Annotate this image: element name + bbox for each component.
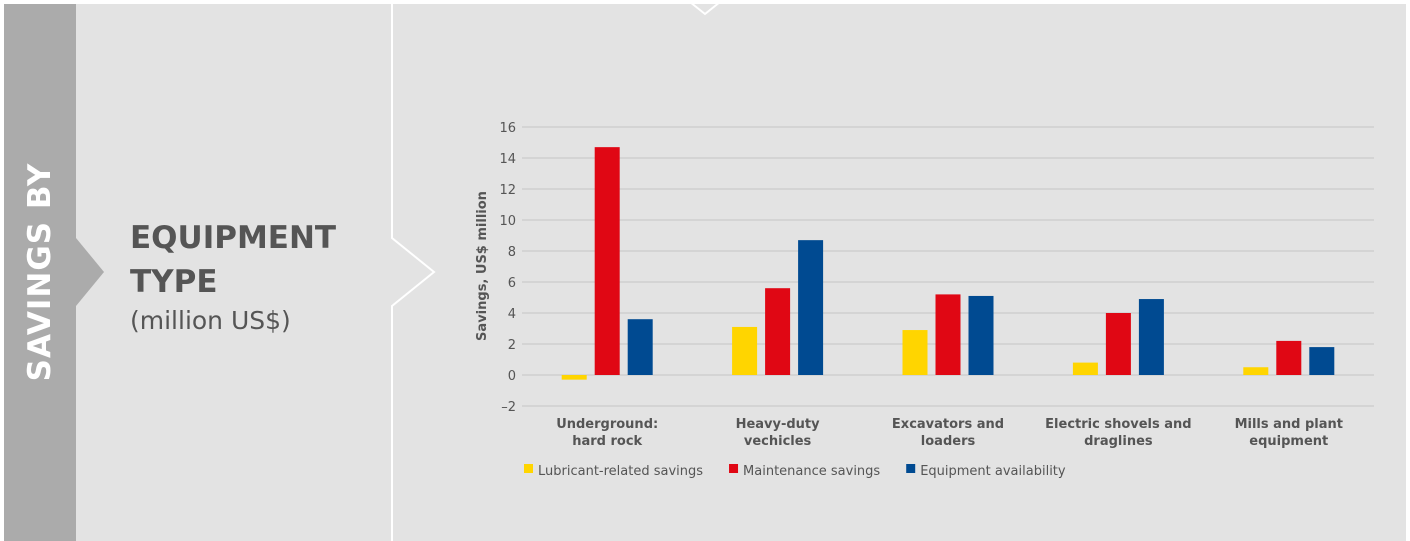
y-tick-label: 2 — [508, 338, 516, 353]
bar — [935, 294, 961, 375]
bar — [798, 240, 824, 375]
category-label: loaders — [921, 434, 976, 449]
bar — [627, 319, 653, 375]
category-label: Electric shovels and — [1045, 417, 1191, 432]
y-tick-label: 4 — [508, 307, 516, 322]
bar — [1138, 299, 1164, 375]
category-labels: Underground: hard rock Heavy-duty vechicles… — [556, 417, 1343, 449]
bar — [968, 295, 994, 375]
background-panel — [4, 4, 1406, 541]
legend-label: Maintenance savings — [743, 464, 880, 479]
y-tick-label: 6 — [508, 276, 516, 291]
bar — [732, 326, 758, 375]
category-label: Heavy-duty — [736, 417, 821, 432]
y-tick-label: 16 — [499, 121, 516, 136]
bar — [1105, 313, 1131, 375]
y-tick-label: 10 — [499, 214, 516, 229]
bar — [1072, 362, 1098, 375]
legend-label: Equipment availability — [920, 464, 1066, 479]
y-tick-label: 14 — [499, 152, 516, 167]
page-title: EQUIPMENT TYPE — [130, 216, 336, 304]
bar — [1309, 347, 1335, 375]
legend-label: Lubricant-related savings — [538, 464, 703, 479]
bar — [902, 330, 928, 375]
bar — [561, 375, 587, 380]
side-strip — [4, 4, 76, 541]
bar — [1276, 340, 1302, 375]
y-tick-label: 8 — [508, 245, 516, 260]
y-tick-label: –2 — [501, 400, 516, 415]
category-label: vechicles — [744, 434, 812, 449]
y-tick-labels: –2 0 2 4 6 8 10 12 14 16 — [499, 121, 516, 415]
side-arrow-marker — [76, 238, 104, 306]
y-axis-label: Savings, US$ million — [475, 191, 490, 341]
y-tick-label: 0 — [508, 369, 516, 384]
divider-chevron — [391, 4, 436, 541]
bar — [765, 288, 791, 375]
category-label: Excavators and — [892, 417, 1004, 432]
legend: Lubricant-related savings Maintenance sav… — [524, 464, 1066, 479]
title-line-1: EQUIPMENT — [130, 220, 337, 256]
bar — [594, 147, 620, 375]
category-label: Underground: — [556, 417, 658, 432]
top-notch — [689, 1, 721, 16]
bars — [561, 147, 1335, 380]
category-label: equipment — [1249, 434, 1328, 449]
y-tick-label: 12 — [499, 183, 516, 198]
bar — [1243, 367, 1269, 375]
category-label: draglines — [1084, 434, 1153, 449]
title-unit: (million US$) — [130, 306, 291, 335]
title-line-2: TYPE — [130, 264, 218, 300]
category-label: Mills and plant — [1235, 417, 1343, 432]
legend-swatch — [729, 464, 739, 473]
category-label: hard rock — [572, 434, 642, 449]
legend-swatch — [906, 464, 916, 473]
legend-swatch — [524, 464, 533, 473]
